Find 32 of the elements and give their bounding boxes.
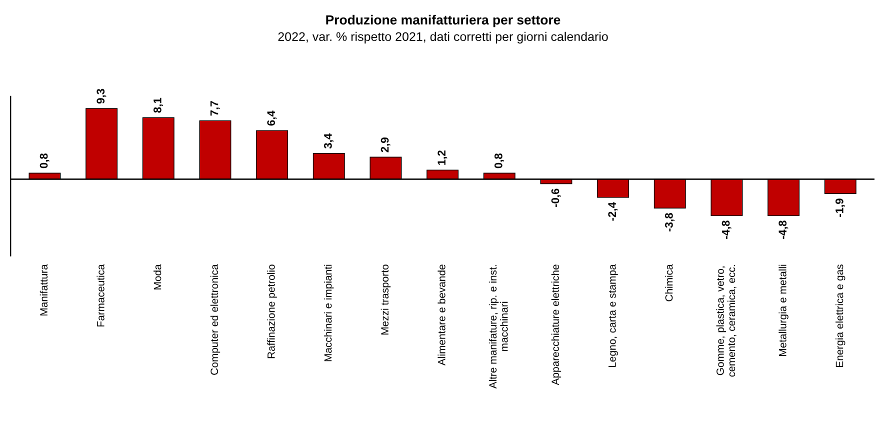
data-label: 0,8 — [494, 153, 504, 168]
x-tick-label: Macchinari e impianti — [324, 264, 334, 362]
x-tick-label: Gomme, plastica, vetro, cemento, ceramica, ecc. — [716, 265, 736, 377]
data-label: 0,8 — [40, 153, 50, 168]
x-tick-label: Raffinazione petrolio — [267, 264, 277, 358]
chart-title: Produzione manifatturiera per settore — [326, 14, 560, 28]
data-label: -1,9 — [835, 198, 845, 217]
data-label: 7,7 — [210, 101, 220, 116]
x-tick-label: Chimica — [665, 264, 673, 302]
x-tick-label: Energia elettrica e gas — [836, 264, 846, 367]
x-tick-label: Manifattura — [40, 264, 48, 316]
x-tick-label: Computer ed elettronica — [210, 264, 220, 375]
data-label: 8,1 — [154, 98, 163, 113]
data-label: 2,9 — [380, 138, 390, 152]
chart-subtitle: 2022, var. % rispetto 2021, dati corretti per giorni calendario — [278, 32, 608, 44]
data-label: 1,2 — [438, 150, 448, 165]
data-label: -2,4 — [608, 202, 618, 221]
x-tick-label: Altre manifature, rip. e inst. macchinari — [488, 265, 508, 389]
data-label: 6,4 — [267, 110, 277, 126]
data-label: -4,8 — [778, 220, 788, 239]
data-label: 3,4 — [324, 133, 334, 149]
x-tick-label: Farmaceutica — [96, 264, 104, 326]
x-tick-label: Mezzi trasporto — [380, 264, 391, 335]
data-label: 9,3 — [96, 88, 106, 104]
data-label: -4,8 — [722, 220, 732, 239]
x-tick-label: Legno, carta e stampa — [608, 264, 618, 367]
x-tick-label: Moda — [154, 264, 162, 290]
x-tick-label: Apparecchiature elettriche — [551, 264, 562, 386]
x-tick-label: Metallurgia e metalli — [778, 264, 788, 356]
x-tick-label: Alimentare e bevande — [438, 264, 446, 366]
data-label: -0,6 — [551, 188, 561, 208]
data-label: -3,8 — [665, 213, 674, 232]
